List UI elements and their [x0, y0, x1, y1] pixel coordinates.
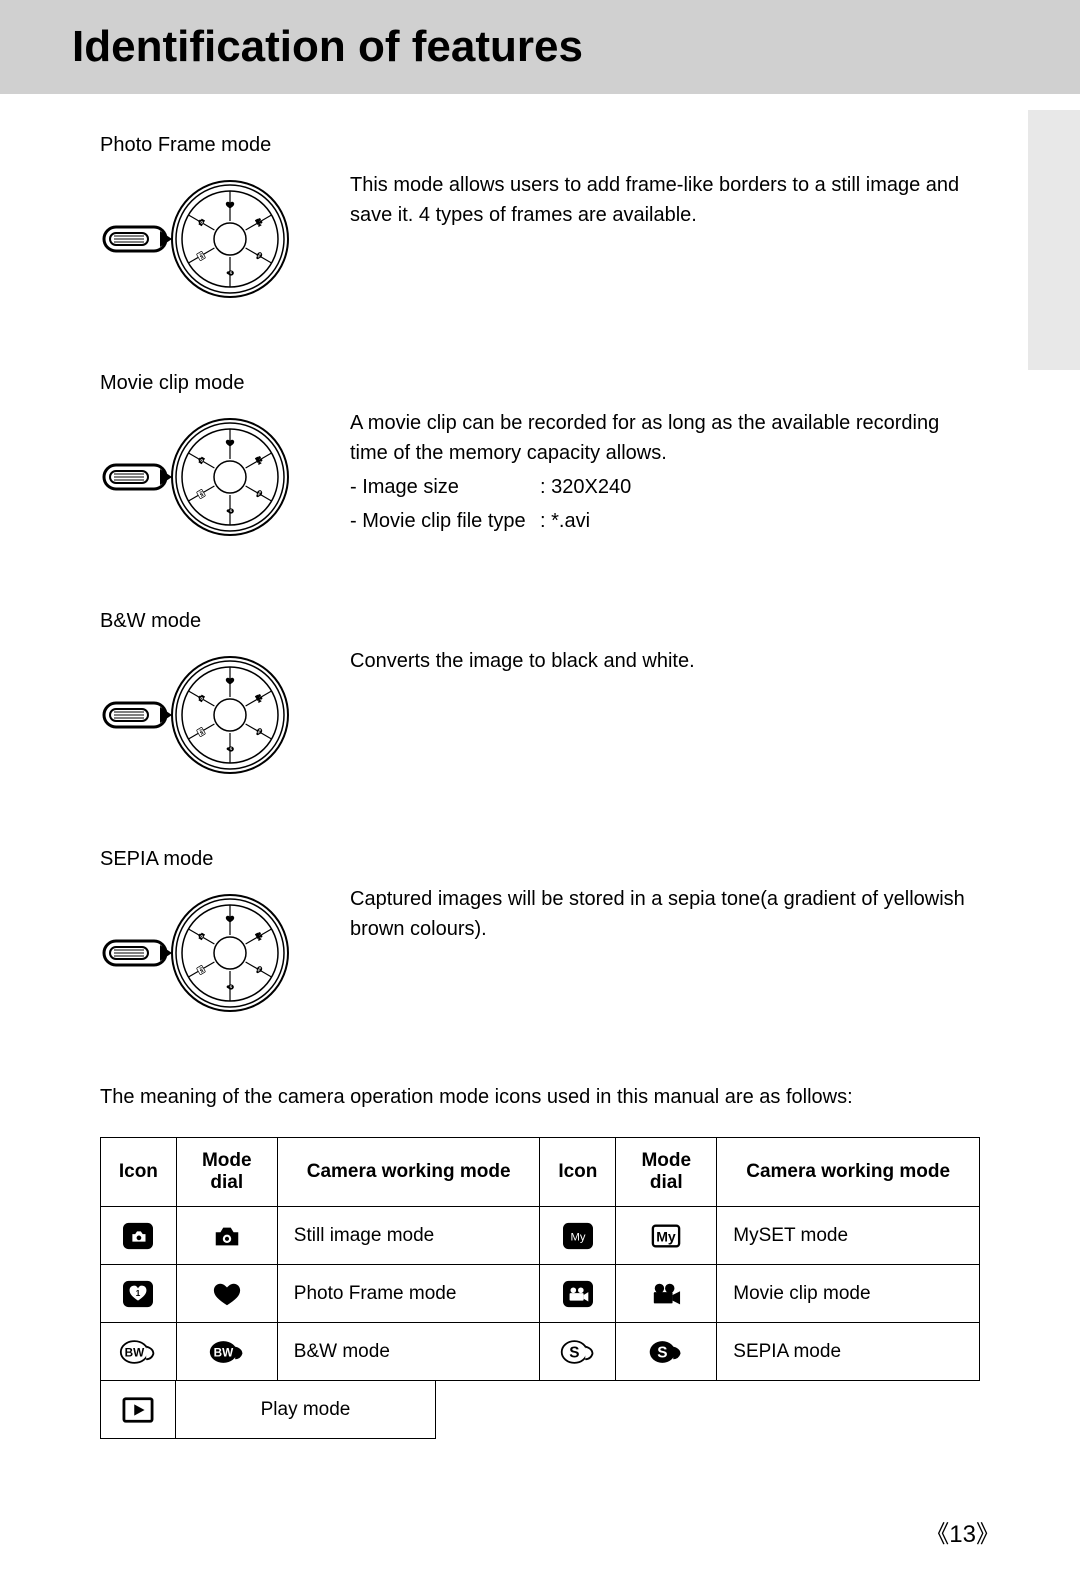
mode-dial-cell — [616, 1323, 717, 1381]
spec-key: - Image size — [350, 472, 540, 502]
mode-left-column: B&W mode — [100, 610, 350, 790]
mode-name-cell: B&W mode — [277, 1323, 540, 1381]
camera-solid-icon — [208, 1221, 246, 1251]
table-header: Mode dial — [176, 1138, 277, 1207]
movie-solid-icon — [647, 1279, 685, 1309]
mode-description: Converts the image to black and white. — [350, 610, 980, 676]
page-number: 《13》 — [925, 1514, 1000, 1549]
mode-dial-cell — [176, 1323, 277, 1381]
mode-name-cell: MySET mode — [717, 1207, 980, 1265]
mode-dial-illustration — [100, 169, 300, 309]
side-tab — [1028, 110, 1080, 370]
mode-left-column: SEPIA mode — [100, 848, 350, 1028]
spec-value: : *.avi — [540, 510, 590, 532]
mode-section: Photo Frame modeThis mode allows users t… — [100, 134, 980, 314]
table-header: Icon — [101, 1138, 177, 1207]
mode-description-text: Captured images will be stored in a sepi… — [350, 884, 980, 944]
icon-cell — [540, 1265, 616, 1323]
heart-box-icon — [119, 1279, 157, 1309]
mode-description-text: Converts the image to black and white. — [350, 646, 980, 676]
mode-description-text: A movie clip can be recorded for as long… — [350, 408, 980, 468]
bw-solid-icon — [208, 1337, 246, 1367]
movie-box-icon — [559, 1279, 597, 1309]
mode-section: Movie clip modeA movie clip can be recor… — [100, 372, 980, 552]
mode-dial-illustration — [100, 883, 300, 1023]
mode-dial-illustration — [100, 407, 300, 547]
table-row: Photo Frame mode Movie clip mode — [101, 1265, 980, 1323]
play-mode-label: Play mode — [176, 1381, 436, 1439]
heart-solid-icon — [208, 1279, 246, 1309]
mode-label: Photo Frame mode — [100, 134, 350, 157]
mode-description-text: This mode allows users to add frame-like… — [350, 170, 980, 230]
play-mode-icon-cell — [101, 1381, 176, 1439]
icon-cell — [540, 1207, 616, 1265]
mode-label: Movie clip mode — [100, 372, 350, 395]
mode-description: This mode allows users to add frame-like… — [350, 134, 980, 230]
mode-name-cell: Movie clip mode — [717, 1265, 980, 1323]
table-header: Mode dial — [616, 1138, 717, 1207]
play-icon — [121, 1395, 155, 1425]
mode-name-cell: Photo Frame mode — [277, 1265, 540, 1323]
mode-description: Captured images will be stored in a sepi… — [350, 848, 980, 944]
mode-name-cell: SEPIA mode — [717, 1323, 980, 1381]
table-row: B&W mode SEPIA mode — [101, 1323, 980, 1381]
mode-label: B&W mode — [100, 610, 350, 633]
icon-cell — [101, 1207, 177, 1265]
mode-left-column: Movie clip mode — [100, 372, 350, 552]
mode-dial-illustration — [100, 645, 300, 785]
table-row: Still image mode MySET mode — [101, 1207, 980, 1265]
my-box-icon — [559, 1221, 597, 1251]
icon-cell — [101, 1323, 177, 1381]
page-header: Identification of features — [0, 0, 1080, 94]
table-intro: The meaning of the camera operation mode… — [100, 1086, 980, 1109]
page-title: Identification of features — [72, 22, 1080, 72]
spec-value: : 320X240 — [540, 476, 631, 498]
mode-left-column: Photo Frame mode — [100, 134, 350, 314]
mode-icon-table: IconMode dialCamera working modeIconMode… — [100, 1137, 980, 1381]
mode-dial-cell — [176, 1265, 277, 1323]
spec-line: - Movie clip file type: *.avi — [350, 506, 980, 536]
mode-dial-cell — [616, 1265, 717, 1323]
mode-dial-cell — [616, 1207, 717, 1265]
mode-name-cell: Still image mode — [277, 1207, 540, 1265]
s-solid-icon — [647, 1337, 685, 1367]
play-mode-row: Play mode — [100, 1380, 436, 1439]
table-header: Camera working mode — [277, 1138, 540, 1207]
spec-key: - Movie clip file type — [350, 506, 540, 536]
mode-section: B&W modeConverts the image to black and … — [100, 610, 980, 790]
bw-outline-icon — [119, 1337, 157, 1367]
table-header: Icon — [540, 1138, 616, 1207]
mode-description: A movie clip can be recorded for as long… — [350, 372, 980, 536]
icon-cell — [540, 1323, 616, 1381]
mode-section: SEPIA modeCaptured images will be stored… — [100, 848, 980, 1028]
my-outline-icon — [647, 1221, 685, 1251]
mode-label: SEPIA mode — [100, 848, 350, 871]
s-outline-icon — [559, 1337, 597, 1367]
camera-box-icon — [119, 1221, 157, 1251]
mode-dial-cell — [176, 1207, 277, 1265]
spec-line: - Image size: 320X240 — [350, 472, 980, 502]
icon-cell — [101, 1265, 177, 1323]
page-content: Photo Frame modeThis mode allows users t… — [0, 134, 1080, 1439]
table-header: Camera working mode — [717, 1138, 980, 1207]
